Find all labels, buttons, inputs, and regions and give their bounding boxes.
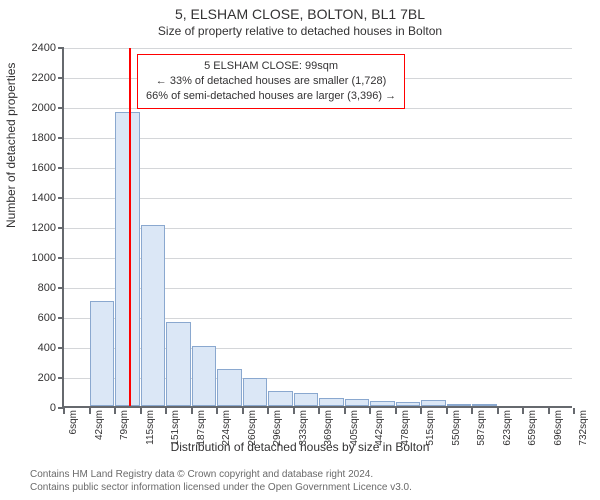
y-tick-label: 800 xyxy=(16,282,56,294)
histogram-bar xyxy=(115,112,140,406)
x-tick-mark xyxy=(293,408,295,414)
annotation-line: 5 ELSHAM CLOSE: 99sqm xyxy=(146,59,396,74)
y-tick-mark xyxy=(58,377,64,379)
y-tick-label: 2200 xyxy=(16,72,56,84)
x-tick-mark xyxy=(140,408,142,414)
grid-line xyxy=(64,168,572,169)
x-tick-mark xyxy=(63,408,65,414)
footer-line-1: Contains HM Land Registry data © Crown c… xyxy=(30,468,412,481)
y-tick-label: 1600 xyxy=(16,162,56,174)
x-tick-mark xyxy=(395,408,397,414)
x-tick-mark xyxy=(369,408,371,414)
histogram-bar xyxy=(472,404,497,406)
y-tick-mark xyxy=(58,347,64,349)
x-tick-mark xyxy=(114,408,116,414)
x-tick-mark xyxy=(318,408,320,414)
y-tick-mark xyxy=(58,77,64,79)
histogram-bar xyxy=(396,402,421,407)
x-tick-mark xyxy=(267,408,269,414)
y-tick-mark xyxy=(58,317,64,319)
histogram-bar xyxy=(166,322,191,406)
y-tick-mark xyxy=(58,47,64,49)
x-tick-mark xyxy=(216,408,218,414)
histogram-bar xyxy=(243,378,268,407)
subject-property-marker xyxy=(129,48,131,406)
y-tick-mark xyxy=(58,197,64,199)
y-tick-label: 2400 xyxy=(16,42,56,54)
grid-line xyxy=(64,48,572,49)
footer-line-2: Contains public sector information licen… xyxy=(30,481,412,494)
annotation-line: 66% of semi-detached houses are larger (… xyxy=(146,89,396,104)
y-tick-mark xyxy=(58,287,64,289)
x-tick-mark xyxy=(471,408,473,414)
x-tick-mark xyxy=(573,408,575,414)
grid-line xyxy=(64,138,572,139)
y-tick-label: 1000 xyxy=(16,252,56,264)
y-tick-mark xyxy=(58,257,64,259)
y-tick-mark xyxy=(58,227,64,229)
grid-line xyxy=(64,198,572,199)
x-tick-mark xyxy=(522,408,524,414)
y-tick-label: 1800 xyxy=(16,132,56,144)
histogram-bar xyxy=(421,400,446,406)
x-tick-mark xyxy=(446,408,448,414)
x-tick-mark xyxy=(420,408,422,414)
histogram-bar xyxy=(447,404,472,406)
x-tick-mark xyxy=(344,408,346,414)
histogram-bar xyxy=(294,393,319,407)
y-tick-label: 0 xyxy=(16,402,56,414)
y-tick-label: 200 xyxy=(16,372,56,384)
histogram-bar xyxy=(319,398,344,406)
x-tick-mark xyxy=(497,408,499,414)
histogram-bar xyxy=(268,391,293,406)
histogram-bar xyxy=(217,369,242,407)
chart-subtitle: Size of property relative to detached ho… xyxy=(0,22,600,38)
annotation-line: ← 33% of detached houses are smaller (1,… xyxy=(146,74,396,89)
histogram-bar xyxy=(90,301,115,406)
x-axis-label: Distribution of detached houses by size … xyxy=(0,440,600,454)
x-tick-mark xyxy=(191,408,193,414)
histogram-bar xyxy=(345,399,370,406)
x-tick-mark xyxy=(89,408,91,414)
y-tick-label: 400 xyxy=(16,342,56,354)
annotation-box: 5 ELSHAM CLOSE: 99sqm← 33% of detached h… xyxy=(137,54,405,109)
x-tick-mark xyxy=(242,408,244,414)
y-tick-mark xyxy=(58,137,64,139)
y-tick-label: 1200 xyxy=(16,222,56,234)
chart-title: 5, ELSHAM CLOSE, BOLTON, BL1 7BL xyxy=(0,0,600,22)
y-tick-label: 600 xyxy=(16,312,56,324)
y-tick-label: 1400 xyxy=(16,192,56,204)
y-tick-mark xyxy=(58,167,64,169)
histogram-bar xyxy=(141,225,166,407)
histogram-bar xyxy=(370,401,395,406)
plot-area: 6sqm42sqm79sqm115sqm151sqm187sqm224sqm26… xyxy=(62,48,572,408)
y-tick-mark xyxy=(58,107,64,109)
y-tick-label: 2000 xyxy=(16,102,56,114)
histogram-bar xyxy=(192,346,217,406)
footer-attribution: Contains HM Land Registry data © Crown c… xyxy=(30,468,412,494)
x-tick-mark xyxy=(165,408,167,414)
x-tick-mark xyxy=(548,408,550,414)
